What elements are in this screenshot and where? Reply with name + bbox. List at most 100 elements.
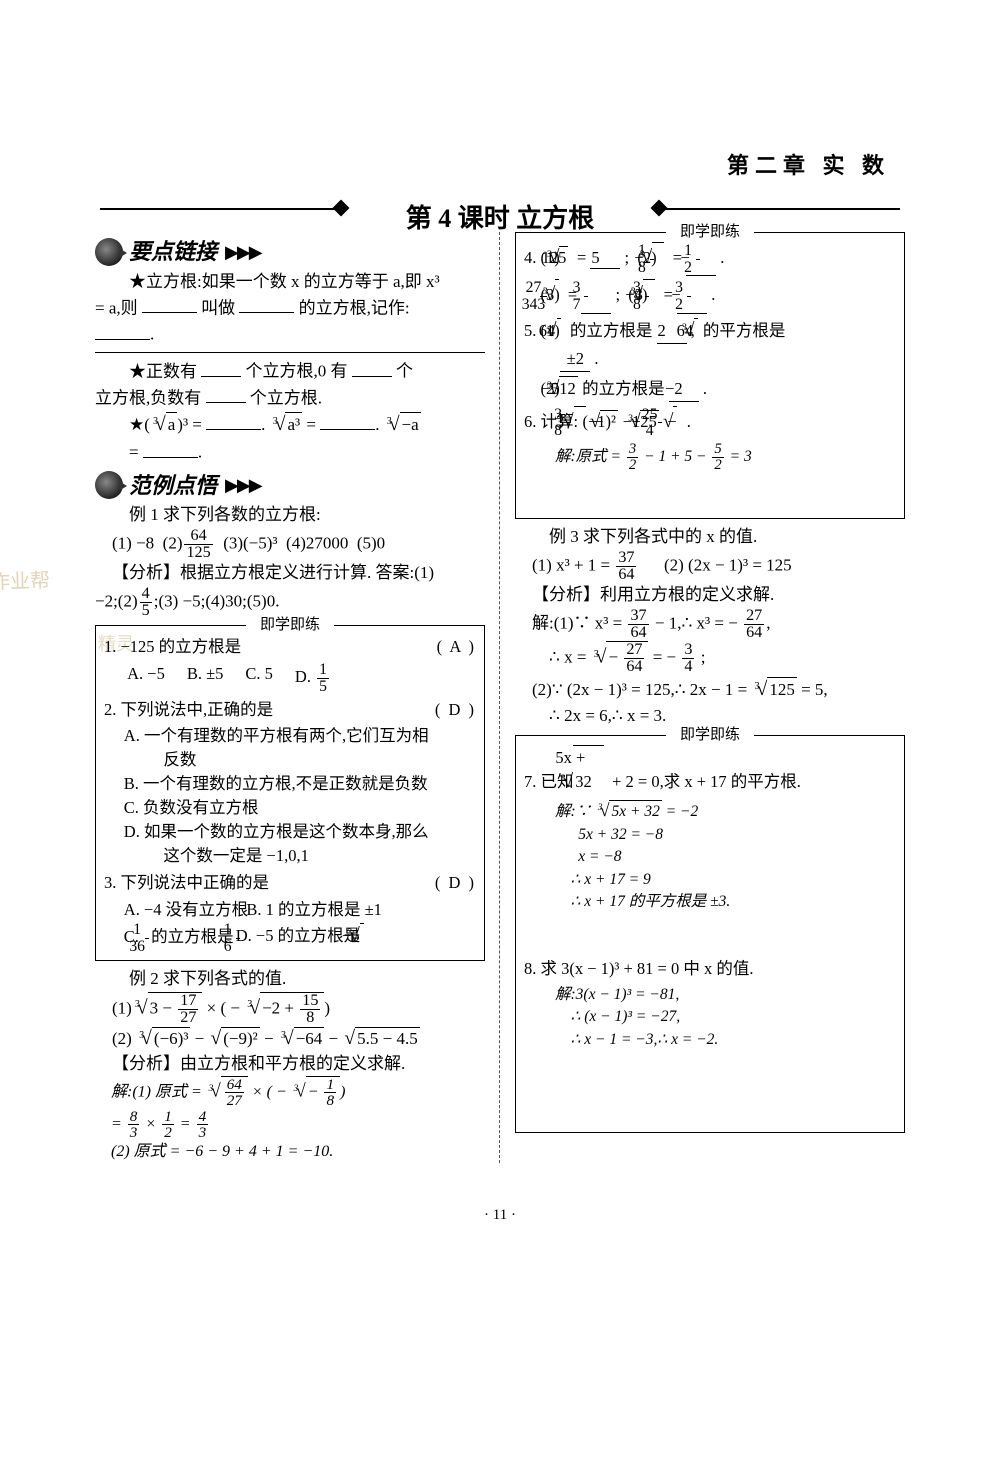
blank-5[interactable] — [352, 358, 392, 377]
ex1-frac-n: 64 — [184, 528, 212, 545]
section-1-header: 要点链接 ▶▶▶ — [95, 236, 485, 268]
section-1-label: 要点链接 — [129, 236, 217, 268]
blank-7[interactable] — [206, 411, 261, 430]
q4-3-ans: 37 — [581, 280, 611, 313]
practice-box-3: 即学即练 7. 已知 3√5x + 32 + 2 = 0,求 x + 17 的平… — [515, 735, 905, 1133]
q1-options: A. −5 B. ±5 C. 5 D. 15 — [104, 662, 476, 694]
ex1-frac-d: 125 — [184, 545, 212, 561]
rule-1 — [95, 352, 485, 353]
blank-8[interactable] — [320, 411, 375, 430]
ex1a-n: 4 — [140, 586, 152, 603]
q3: 3. 下列说法中正确的是 ( D ) — [104, 871, 476, 895]
section-2-label: 范例点悟 — [129, 470, 217, 502]
q1-optB: B. ±5 — [187, 662, 224, 694]
example-3-items: (1) x³ + 1 = 3764 (2) (2x − 1)³ = 125 — [532, 550, 905, 583]
example-3-sol2: ∴ x = 3√− 2764 = − 34 ; — [549, 641, 905, 675]
q3-text: 3. 下列说法中正确的是 — [104, 873, 269, 892]
example-2-sol1: 解:(1) 原式 = 3√6427 × ( − 3√− 18) — [111, 1076, 485, 1108]
arrows-icon: ▶▶▶ — [225, 239, 261, 265]
blank-1[interactable] — [142, 295, 197, 314]
q4-2-ans: − 12 — [686, 243, 716, 276]
arrows-icon-2: ▶▶▶ — [225, 472, 261, 498]
example-1-items: (1) −8 (2)64125 (3)(−5)³ (4)27000 (5)0 — [112, 528, 485, 561]
prop-2b: 个立方根,0 有 — [246, 362, 352, 381]
q3-C: C. 136的立方根是16 — [144, 922, 242, 954]
q2-D2: 这个数一定是 −1,0,1 — [104, 844, 476, 868]
example-3-analysis: 【分析】利用立方根的定义求解. — [532, 583, 905, 608]
q8: 8. 求 3(x − 1)³ + 81 = 0 中 x 的值. — [524, 957, 896, 981]
blank-9[interactable] — [143, 439, 198, 458]
definition-text: ★立方根:如果一个数 x 的立方等于 a,即 x³ = a,则 叫做 的立方根,… — [95, 270, 485, 347]
q6-sol: 解:原式 = 32 − 1 + 5 − 52 = 3 — [524, 442, 896, 472]
blank-3[interactable] — [95, 321, 150, 340]
q2-A: A. 一个有理数的平方根有两个,它们互为相 — [104, 724, 476, 748]
practice-box-2-label: 即学即练 — [666, 222, 754, 244]
q4-line2: (3)3√27343 = 37 ; (4)3√−338 = − 32 . — [524, 279, 896, 313]
content-columns: 要点链接 ▶▶▶ ★立方根:如果一个数 x 的立方等于 a,即 x³ = a,则… — [95, 232, 905, 1163]
q1: 1. −125 的立方根是 ( A ) — [104, 635, 476, 659]
blank-4[interactable] — [201, 358, 241, 377]
q7-s1: 解:∵ 3√5x + 32 = −2 — [524, 798, 896, 824]
example-1-analysis: 【分析】根据立方根定义进行计算. 答案:(1) — [112, 561, 485, 586]
q7: 7. 已知 3√5x + 32 + 2 = 0,求 x + 17 的平方根. — [524, 745, 896, 795]
q8-s3: ∴ x − 1 = −3,∴ x = −2. — [524, 1029, 896, 1051]
q3-CD: C. 136的立方根是16 D. −5 的立方根是 3√−5 — [104, 922, 476, 954]
q2: 2. 下列说法中,正确的是 ( D ) — [104, 698, 476, 722]
q5-line2: (2) 3√−512的立方根是 −2 . — [524, 375, 896, 403]
def-line-1a: ★立方根:如果一个数 x 的立方等于 a,即 x³ — [129, 272, 440, 291]
lesson-title-row: 第 4 课时 立方根 — [0, 198, 1000, 235]
watermark-text: 作业帮 — [0, 564, 50, 595]
q4-line1: 4. (1) 3√125 = 5 ; (2)3√− 18 = − 12 . — [524, 242, 896, 276]
q5-line1b: ±2 . — [524, 347, 896, 372]
prop-3a: 立方根,负数有 — [95, 388, 206, 407]
q5-line1: 5. (1) 64的立方根是 2 , 3√64的平方根是 — [524, 317, 896, 345]
example-1-title: 例 1 求下列各数的立方根: — [95, 503, 485, 528]
blank-2[interactable] — [239, 295, 294, 314]
q2-D: D. 如果一个数的立方根是这个数本身,那么 — [104, 820, 476, 844]
q2-C: C. 负数没有立方根 — [104, 796, 476, 820]
q5-1b-ans: ±2 — [560, 347, 590, 372]
example-2-analysis: 【分析】由立方根和平方根的定义求解. — [112, 1052, 485, 1077]
section-2-header: 范例点悟 ▶▶▶ — [95, 470, 485, 502]
property-text: ★正数有 个立方根,0 有 个 立方根,负数有 个立方根. — [95, 358, 485, 411]
q2-B: B. 一个有理数的立方根,不是正数就是负数 — [104, 772, 476, 796]
example-2-title: 例 2 求下列各式的值. — [95, 967, 485, 992]
title-rule-right — [660, 208, 900, 210]
bullet-icon — [95, 238, 123, 266]
def-line-1b: = a,则 — [95, 298, 142, 317]
q1-optA: A. −5 — [127, 662, 165, 694]
page-number: · 11 · — [0, 1207, 1000, 1224]
q2-text: 2. 下列说法中,正确的是 — [104, 700, 273, 719]
formula-text: ★(3√a)³ = . 3√a³ = . 3√−a = . — [129, 411, 485, 466]
chapter-header: 第二章 实 数 — [727, 148, 890, 180]
def-line-1d: 的立方根,记作: — [299, 298, 410, 317]
page: 第二章 实 数 第 4 课时 立方根 作业帮 精灵 要点链接 ▶▶▶ ★立方根:… — [0, 0, 1000, 1472]
practice-box-1: 即学即练 1. −125 的立方根是 ( A ) A. −5 B. ±5 C. … — [95, 625, 485, 961]
q1-optD: D. 15 — [295, 662, 331, 694]
q3-AB: A. −4 没有立方根 B. 1 的立方根是 ±1 — [104, 898, 476, 922]
example-2-line2: (2) 3√(−6)³ − (−9)² − 3√−64 − 5.5 − 4.5 — [112, 1026, 485, 1051]
prop-2a: ★正数有 — [129, 362, 201, 381]
prop-3b: 个立方根. — [250, 388, 322, 407]
example-2-sol3: (2) 原式 = −6 − 9 + 4 + 1 = −10. — [111, 1140, 485, 1163]
q6: 6. 计算:3√338 − (−1)² − 3√−125 − 254. — [524, 406, 896, 439]
q2-answer: ( D ) — [455, 698, 476, 722]
q1-answer: ( A ) — [456, 635, 476, 659]
q1-text: 1. −125 的立方根是 — [104, 637, 241, 656]
q3-answer: ( D ) — [455, 871, 476, 895]
q2-A2: 反数 — [104, 748, 476, 772]
def-line-1c: 叫做 — [201, 298, 239, 317]
q4-1-ans: 5 — [590, 247, 620, 269]
prop-2c: 个 — [396, 362, 413, 381]
q3-A: A. −4 没有立方根 — [144, 898, 249, 922]
column-divider — [499, 232, 501, 1163]
example-2-line1: (1)3√3 − 1727 × ( − 3√−2 + 158) — [112, 992, 485, 1026]
title-diamond-left — [333, 200, 350, 217]
blank-6[interactable] — [206, 385, 246, 404]
q7-s3: x = −8 — [524, 846, 896, 868]
q7-s2: 5x + 32 = −8 — [524, 824, 896, 846]
left-column: 要点链接 ▶▶▶ ★立方根:如果一个数 x 的立方等于 a,即 x³ = a,则… — [95, 232, 485, 1163]
example-3-sol1: 解:(1)∵ x³ = 3764 − 1,∴ x³ = − 2764, — [532, 608, 905, 641]
lesson-title: 第 4 课时 立方根 — [406, 198, 595, 235]
q3-B: B. 1 的立方根是 ±1 — [266, 898, 382, 922]
